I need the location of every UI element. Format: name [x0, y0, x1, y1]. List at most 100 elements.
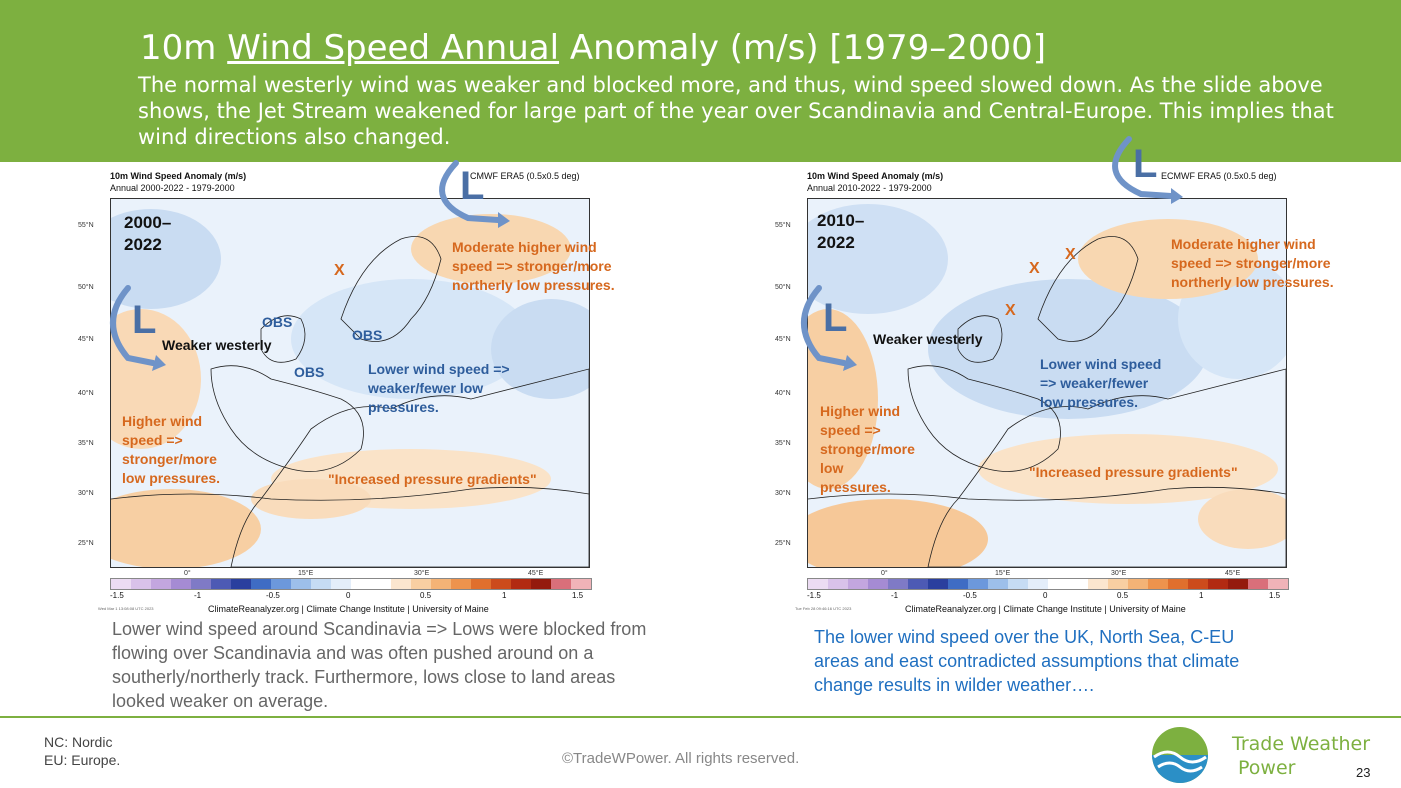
- lat-label: 25°N: [775, 540, 791, 547]
- lat-label: 50°N: [78, 284, 94, 291]
- lon-label: 45°E: [528, 570, 544, 577]
- colorbar-tick: -1: [891, 591, 899, 600]
- copyright: ©TradeWPower. All rights reserved.: [562, 750, 800, 767]
- annotation-obs: OBS: [262, 314, 293, 330]
- annotation-lower: Lower wind speed => weaker/fewer low press…: [1040, 356, 1162, 410]
- colorbar-swatch: [351, 579, 371, 589]
- colorbar-swatch: [491, 579, 511, 589]
- colorbar-tick: 0: [346, 591, 351, 600]
- colorbar-swatch: [908, 579, 928, 589]
- colorbar-swatch: [271, 579, 291, 589]
- footer-divider: [0, 716, 1401, 718]
- anomaly-map: [110, 198, 590, 568]
- slide-title: 10m Wind Speed Annual Anomaly (m/s) [197…: [140, 28, 1047, 68]
- annotation-higher: Higher wind speed => stronger/more low pres…: [122, 413, 221, 486]
- low-pressure-marker: L: [132, 298, 157, 342]
- footnotes: NC: Nordic EU: Europe.: [44, 734, 121, 768]
- low-pressure-marker: L: [460, 164, 485, 208]
- lat-label: 40°N: [775, 390, 791, 397]
- colorbar: [807, 578, 1289, 590]
- right-explanation: The lower wind speed over the UK, North …: [814, 627, 1240, 695]
- colorbar-tick: 1.5: [572, 591, 584, 600]
- header-banner: [0, 0, 1401, 162]
- colorbar-swatch: [1268, 579, 1288, 589]
- low-pressure-marker: L: [823, 296, 848, 340]
- colorbar-swatch: [171, 579, 191, 589]
- right-map-panel: 10m Wind Speed Anomaly (m/s) Annual 2010…: [775, 136, 1334, 616]
- colorbar-swatch: [1248, 579, 1268, 589]
- colorbar-swatch: [1168, 579, 1188, 589]
- colorbar-swatch: [808, 579, 828, 589]
- colorbar-swatch: [531, 579, 551, 589]
- colorbar-swatch: [231, 579, 251, 589]
- lat-label: 55°N: [78, 222, 94, 229]
- colorbar-tick: 0.5: [420, 591, 432, 600]
- anomaly-map-graphic: [111, 199, 589, 567]
- page-number: 23: [1356, 765, 1371, 780]
- colorbar-tick: -1.5: [110, 591, 124, 600]
- lat-label: 55°N: [775, 222, 791, 229]
- colorbar-swatch: [948, 579, 968, 589]
- colorbar-swatch: [311, 579, 331, 589]
- annotation-weaker-westerly: Weaker westerly: [162, 337, 272, 353]
- colorbar-swatch: [431, 579, 451, 589]
- colorbar-swatch: [211, 579, 231, 589]
- colorbar-swatch: [411, 579, 431, 589]
- colorbar-swatch: [1128, 579, 1148, 589]
- colorbar-tick: 0.5: [1117, 591, 1129, 600]
- lat-label: 25°N: [78, 540, 94, 547]
- low-arrow-icon: [439, 160, 510, 228]
- colorbar-swatch: [1108, 579, 1128, 589]
- colorbar-swatch: [451, 579, 471, 589]
- colorbar-tick: 0: [1043, 591, 1048, 600]
- annotation-lower: Lower wind speed => weaker/fewer low press…: [368, 361, 510, 415]
- lat-label: 45°N: [78, 336, 94, 343]
- period-label: 2000– 2022: [124, 213, 172, 254]
- render-date: Wed Mar 1 13:08:08 UTC 2023: [98, 606, 154, 611]
- left-explanation: Lower wind speed around Scandinavia => L…: [112, 619, 647, 711]
- colorbar-swatch: [848, 579, 868, 589]
- colorbar-swatch: [571, 579, 591, 589]
- brand-name: Trade Weather Power: [1232, 733, 1371, 779]
- colorbar-swatch: [988, 579, 1008, 589]
- colorbar-tick: -1.5: [807, 591, 821, 600]
- lat-label: 30°N: [78, 490, 94, 497]
- colorbar-tick: -0.5: [963, 591, 977, 600]
- lon-label: 30°E: [1111, 570, 1127, 577]
- lon-label: 30°E: [414, 570, 430, 577]
- map-credit: ClimateReanalyzer.org | Climate Change I…: [208, 604, 489, 614]
- colorbar-swatch: [1008, 579, 1028, 589]
- anomaly-map: [807, 198, 1287, 568]
- colorbar-swatch: [928, 579, 948, 589]
- colorbar-swatch: [291, 579, 311, 589]
- period-label: 2010– 2022: [817, 211, 865, 252]
- colorbar-swatch: [968, 579, 988, 589]
- annotation-gradients: "Increased pressure gradients": [1029, 464, 1238, 480]
- lon-label: 0°: [881, 570, 888, 577]
- x-mark: X: [1029, 260, 1040, 277]
- colorbar-swatch: [1048, 579, 1068, 589]
- colorbar-swatch: [1068, 579, 1088, 589]
- colorbar-swatch: [111, 579, 131, 589]
- colorbar-swatch: [1028, 579, 1048, 589]
- slide-subtitle: The normal westerly wind was weaker and …: [138, 73, 1334, 149]
- lat-label: 35°N: [78, 440, 94, 447]
- map-credit: ClimateReanalyzer.org | Climate Change I…: [905, 604, 1186, 614]
- lat-label: 40°N: [78, 390, 94, 397]
- lon-label: 45°E: [1225, 570, 1241, 577]
- lat-label: 35°N: [775, 440, 791, 447]
- colorbar-swatch: [371, 579, 391, 589]
- annotation-moderate: Moderate higher wind speed => stronger/mo…: [452, 239, 615, 293]
- colorbar-tick: -0.5: [266, 591, 280, 600]
- colorbar-swatch: [151, 579, 171, 589]
- x-mark: X: [334, 262, 345, 279]
- low-arrow-icon: [110, 285, 166, 371]
- colorbar-swatch: [251, 579, 271, 589]
- lat-label: 45°N: [775, 336, 791, 343]
- annotation-moderate: Moderate higher wind speed => stronger/mo…: [1171, 236, 1334, 290]
- map-title: 10m Wind Speed Anomaly (m/s): [110, 171, 247, 181]
- colorbar-swatch: [888, 579, 908, 589]
- annotation-obs: OBS: [352, 327, 383, 343]
- lon-label: 15°E: [995, 570, 1011, 577]
- annotation-obs: OBS: [294, 364, 325, 380]
